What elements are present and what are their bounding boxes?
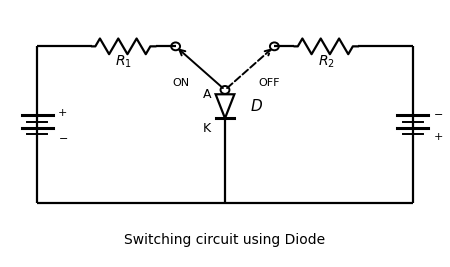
Text: Switching circuit using Diode: Switching circuit using Diode (125, 233, 325, 247)
Text: A: A (202, 88, 211, 101)
Text: $R_2$: $R_2$ (318, 53, 335, 70)
Text: K: K (203, 122, 211, 135)
Text: +: + (58, 108, 68, 118)
Text: D: D (251, 99, 262, 114)
Text: $-$: $-$ (433, 108, 444, 118)
Text: $-$: $-$ (58, 132, 68, 142)
Text: +: + (433, 132, 443, 142)
Text: OFF: OFF (259, 78, 280, 88)
Text: $R_1$: $R_1$ (115, 53, 132, 70)
Text: ON: ON (172, 78, 189, 88)
